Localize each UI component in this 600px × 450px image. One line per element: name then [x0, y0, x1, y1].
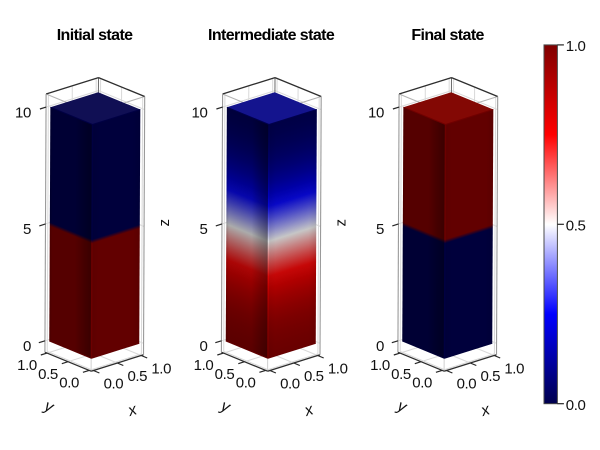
svg-text:1.0: 1.0 [504, 361, 524, 378]
svg-text:0: 0 [23, 338, 31, 355]
svg-text:1.0: 1.0 [194, 357, 214, 374]
svg-text:1.0: 1.0 [370, 357, 390, 374]
svg-text:0.5: 0.5 [38, 366, 58, 383]
svg-text:0.5: 0.5 [304, 368, 324, 385]
svg-text:10: 10 [192, 104, 208, 121]
svg-text:Intermediate state: Intermediate state [208, 27, 335, 44]
svg-text:0.0: 0.0 [59, 375, 79, 392]
svg-text:5: 5 [23, 221, 31, 238]
svg-text:0.5: 0.5 [566, 218, 586, 235]
svg-text:0.5: 0.5 [127, 368, 147, 385]
svg-text:1.0: 1.0 [566, 38, 586, 55]
svg-text:Final state: Final state [411, 27, 484, 44]
svg-text:5: 5 [199, 221, 207, 238]
svg-text:0.0: 0.0 [412, 375, 432, 392]
svg-text:10: 10 [368, 104, 384, 121]
svg-text:z: z [332, 219, 349, 226]
svg-text:0.0: 0.0 [236, 375, 256, 392]
svg-text:0.5: 0.5 [480, 368, 500, 385]
svg-text:0.0: 0.0 [280, 376, 300, 393]
svg-text:1.0: 1.0 [328, 361, 348, 378]
svg-text:5: 5 [376, 221, 384, 238]
svg-text:0.0: 0.0 [566, 397, 586, 414]
svg-text:10: 10 [15, 104, 31, 121]
svg-text:z: z [156, 219, 173, 226]
svg-text:0: 0 [376, 338, 384, 355]
svg-text:0.0: 0.0 [457, 376, 477, 393]
svg-text:0.5: 0.5 [215, 366, 235, 383]
svg-text:1.0: 1.0 [151, 361, 171, 378]
svg-text:0.5: 0.5 [391, 366, 411, 383]
svg-text:Initial state: Initial state [57, 27, 133, 44]
svg-text:0.0: 0.0 [104, 376, 124, 393]
svg-text:1.0: 1.0 [17, 357, 37, 374]
svg-text:0: 0 [199, 338, 207, 355]
